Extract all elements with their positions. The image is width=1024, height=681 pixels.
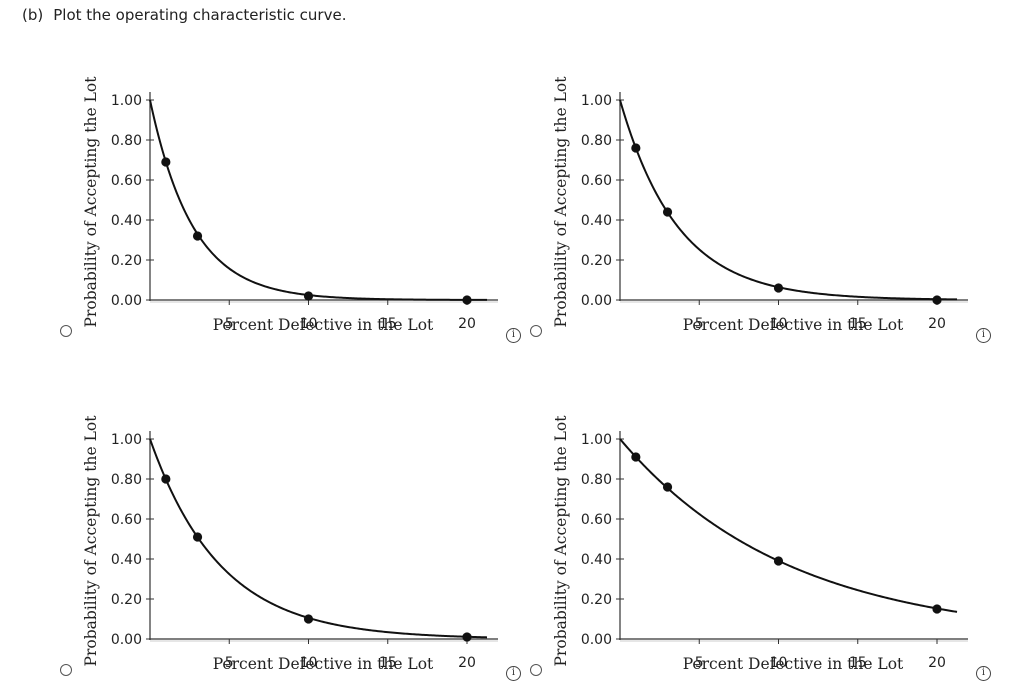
option-b-info-glyph: i (981, 329, 986, 340)
option-c-data-point (192, 532, 203, 542)
option-c-data-point (161, 474, 171, 484)
option-c-x-tick-label: 20 (458, 655, 476, 671)
option-d-y-tick-label: 0.20 (581, 592, 612, 608)
option-c-data-point (462, 632, 472, 642)
option-a-x-tick-label: 5 (225, 316, 234, 332)
option-c-x-tick-label: 15 (379, 655, 397, 671)
option-b-x-tick-label: 15 (849, 316, 867, 332)
option-a-data-point (161, 157, 171, 167)
option-a-y-axis-title: Probability of Accepting the Lot (82, 76, 100, 328)
option-a-chart: 0.00 0.20 0.40 0.60 0.80 1.00 5 10 15 20 Percent D… (82, 76, 498, 334)
option-c-oc-curve (149, 438, 488, 639)
option-d-y-axis-title: Probability of Accepting the Lot (552, 415, 570, 667)
option-c-x-tick-label: 10 (300, 655, 318, 671)
option-d-data-point (631, 452, 641, 462)
option-b-chart: 0.00 0.20 0.40 0.60 0.80 1.00 5 10 15 20 Percent D… (552, 76, 968, 334)
question-part-label: (b) (22, 6, 44, 24)
option-b-data-point (631, 143, 641, 153)
option-c-radio[interactable] (60, 664, 72, 676)
option-d-x-tick-label: 10 (770, 655, 788, 671)
option-b-data-point (932, 295, 942, 305)
option-d-y-tick-label: 0.60 (581, 512, 612, 528)
option-b-panel: 0.00 0.20 0.40 0.60 0.80 1.00 5 10 15 20 Percent D… (470, 30, 970, 340)
option-a-panel: 0.00 0.20 0.40 0.60 0.80 1.00 5 10 15 20 Percent D… (0, 30, 500, 340)
option-c-y-tick-label: 0.80 (111, 472, 142, 488)
option-b-x-axis-title: Percent Defective in the Lot (683, 316, 904, 334)
option-a-y-tick-label: 1.00 (111, 93, 142, 109)
question-text: Plot the operating characteristic curve. (53, 6, 347, 24)
option-b-y-tick-label: 0.20 (581, 253, 612, 269)
option-a-x-tick-label: 10 (300, 316, 318, 332)
option-d-x-tick-label: 5 (695, 655, 704, 671)
option-d-data-point (662, 482, 673, 492)
option-c-y-tick-label: 1.00 (111, 432, 142, 448)
option-c-data-point (303, 614, 314, 624)
option-a-data-point (192, 231, 203, 241)
option-b-y-tick-label: 0.40 (581, 213, 612, 229)
option-d-data-point (773, 556, 784, 566)
option-b-y-tick-label: 0.80 (581, 133, 612, 149)
option-c-x-tick-label: 5 (225, 655, 234, 671)
option-a-data-point (303, 291, 314, 301)
option-b-info-icon[interactable]: i (976, 328, 991, 343)
option-b-radio[interactable] (530, 325, 542, 337)
option-d-x-axis-title: Percent Defective in the Lot (683, 655, 904, 673)
option-b-data-point (662, 207, 673, 217)
option-a-y-tick-label: 0.80 (111, 133, 142, 149)
option-d-y-tick-label: 1.00 (581, 432, 612, 448)
option-c-y-tick-label: 0.60 (111, 512, 142, 528)
option-a-x-tick-label: 20 (458, 316, 476, 332)
option-a-data-point (462, 295, 472, 305)
option-a-x-tick-label: 15 (379, 316, 397, 332)
option-a-radio[interactable] (60, 325, 72, 337)
option-b-x-tick-label: 5 (695, 316, 704, 332)
option-a-y-tick-label: 0.00 (111, 293, 142, 309)
option-d-y-tick-label: 0.40 (581, 552, 612, 568)
option-d-x-tick-label: 20 (928, 655, 946, 671)
option-b-oc-curve (619, 99, 958, 301)
option-b-y-tick-label: 0.00 (581, 293, 612, 309)
option-a-oc-curve (149, 99, 488, 301)
option-b-y-tick-label: 0.60 (581, 173, 612, 189)
option-a-y-tick-label: 0.60 (111, 173, 142, 189)
option-a-info-glyph: i (511, 329, 516, 340)
option-b-x-tick-label: 20 (928, 316, 946, 332)
option-d-info-icon[interactable]: i (976, 666, 991, 681)
option-d-data-point (932, 604, 942, 614)
option-a-info-icon[interactable]: i (506, 328, 521, 343)
option-c-chart: 0.00 0.20 0.40 0.60 0.80 1.00 5 10 15 20 Percent D… (82, 415, 498, 673)
option-c-y-tick-label: 0.20 (111, 592, 142, 608)
option-c-y-tick-label: 0.40 (111, 552, 142, 568)
option-c-y-tick-label: 0.00 (111, 632, 142, 648)
option-d-y-tick-label: 0.80 (581, 472, 612, 488)
option-b-y-tick-label: 1.00 (581, 93, 612, 109)
option-a-x-axis-title: Percent Defective in the Lot (213, 316, 434, 334)
option-b-y-axis-title: Probability of Accepting the Lot (552, 76, 570, 328)
option-a-y-tick-label: 0.40 (111, 213, 142, 229)
option-d-x-tick-label: 15 (849, 655, 867, 671)
option-d-y-tick-label: 0.00 (581, 632, 612, 648)
option-b-data-point (773, 283, 784, 293)
option-d-chart: 0.00 0.20 0.40 0.60 0.80 1.00 5 10 15 20 Percent D… (552, 415, 968, 673)
option-c-panel: 0.00 0.20 0.40 0.60 0.80 1.00 5 10 15 20 Percent D… (0, 369, 500, 679)
option-d-radio[interactable] (530, 664, 542, 676)
option-c-x-axis-title: Percent Defective in the Lot (213, 655, 434, 673)
option-d-panel: 0.00 0.20 0.40 0.60 0.80 1.00 5 10 15 20 Percent D… (470, 369, 970, 679)
question-prompt: (b) Plot the operating characteristic cur… (22, 6, 346, 24)
option-d-oc-curve (619, 438, 958, 613)
option-c-y-axis-title: Probability of Accepting the Lot (82, 415, 100, 667)
option-b-x-tick-label: 10 (770, 316, 788, 332)
option-a-y-tick-label: 0.20 (111, 253, 142, 269)
